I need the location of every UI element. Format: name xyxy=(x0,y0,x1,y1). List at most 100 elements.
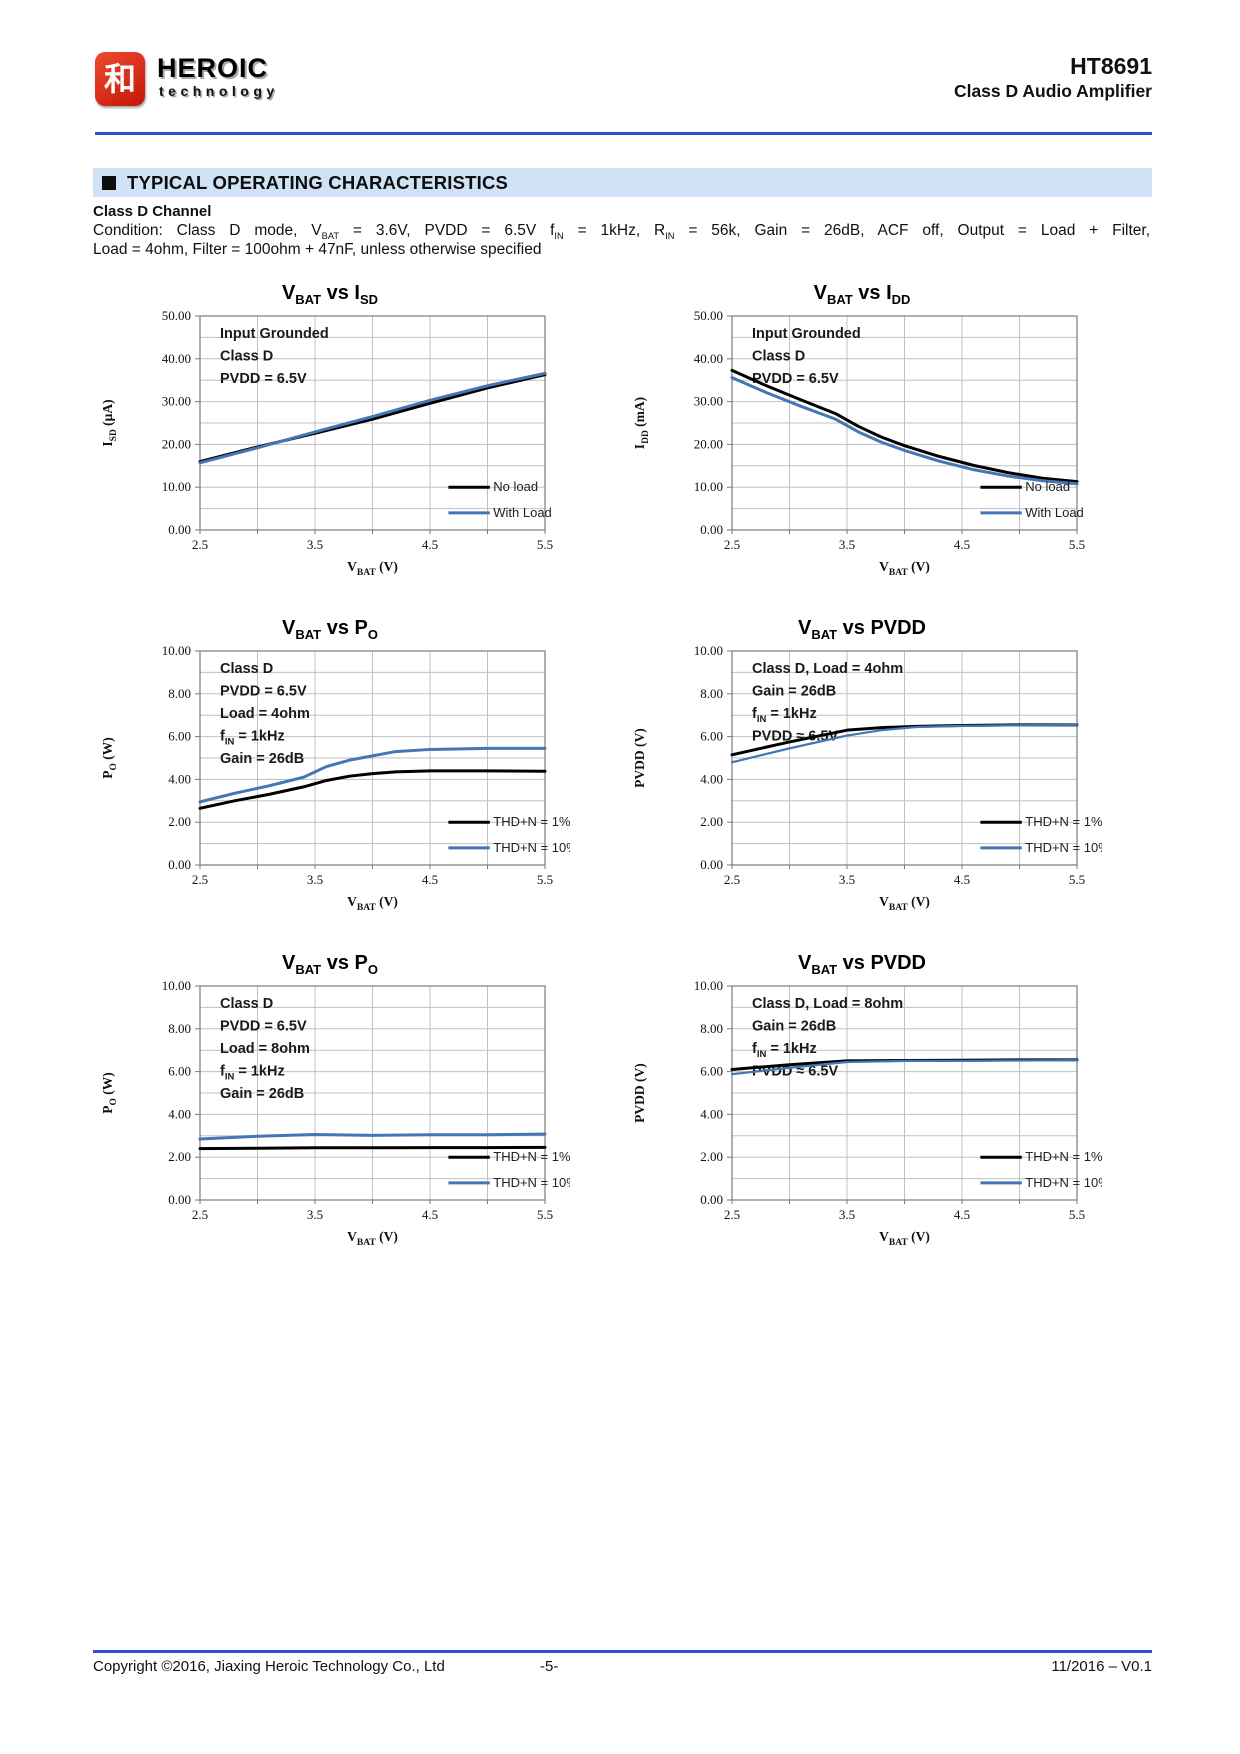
annotation-line: Gain = 26dB xyxy=(220,1086,304,1102)
legend-label: THD+N = 10% xyxy=(1025,840,1102,855)
y-tick-label: 0.00 xyxy=(168,1192,191,1207)
condition-line-2: Load = 4ohm, Filter = 100ohm + 47nF, unl… xyxy=(93,241,542,258)
y-tick-label: 30.00 xyxy=(162,394,191,409)
legend-label: No load xyxy=(493,479,538,494)
annotation-line: PVDD = 6.5V xyxy=(220,371,307,387)
logo-sub-text: technology xyxy=(159,83,279,99)
chart-plot: 2.5 3.5 4.5 5.5 0.00 10.00 20.00 30.00 40.00 50.0… xyxy=(100,308,553,578)
chart-plot: 2.5 3.5 4.5 5.5 0.00 2.00 4.00 6.00 8.00 10.00 VBA… xyxy=(632,643,1110,913)
y-tick-label: 8.00 xyxy=(168,686,191,701)
y-tick-label: 8.00 xyxy=(700,686,723,701)
y-tick-label: 10.00 xyxy=(694,643,723,658)
x-tick-label: 5.5 xyxy=(537,1207,553,1222)
x-tick-label: 5.5 xyxy=(537,537,553,552)
legend-label: THD+N = 1% xyxy=(493,814,570,829)
logo-seal-icon: 和 xyxy=(95,52,145,106)
x-tick-label: 3.5 xyxy=(307,537,323,552)
legend-label: No load xyxy=(1025,479,1070,494)
chart-title: VBAT vs PO xyxy=(282,952,378,977)
header-rule xyxy=(95,132,1152,135)
y-tick-label: 6.00 xyxy=(168,729,191,744)
legend-label: With Load xyxy=(493,505,552,520)
section-bullet-icon xyxy=(102,175,116,190)
annotation-line: Load = 8ohm xyxy=(220,1041,310,1057)
annotation-line: Gain = 26dB xyxy=(220,751,304,767)
product-number: HT8691 xyxy=(1070,53,1152,79)
x-tick-label: 4.5 xyxy=(422,872,438,887)
footer-version: 11/2016 – V0.1 xyxy=(1051,1658,1152,1675)
y-tick-label: 6.00 xyxy=(700,729,723,744)
annotation-line: Input Grounded xyxy=(220,326,329,342)
condition-line-1: Condition: Class D mode, VBAT = 3.6V, PV… xyxy=(93,222,1151,242)
y-tick-label: 10.00 xyxy=(162,643,191,658)
chart-title: VBAT vs ISD xyxy=(281,282,379,307)
y-tick-label: 8.00 xyxy=(700,1021,723,1036)
x-tick-label: 3.5 xyxy=(839,537,855,552)
x-axis-label: VBAT (V) xyxy=(347,1229,398,1248)
annotation-line: Input Grounded xyxy=(752,326,861,342)
y-tick-label: 0.00 xyxy=(168,522,191,537)
series-line-no-load xyxy=(730,368,1079,484)
x-tick-label: 2.5 xyxy=(724,537,740,552)
x-tick-label: 5.5 xyxy=(1069,537,1085,552)
chart-plot: 2.5 3.5 4.5 5.5 0.00 2.00 4.00 6.00 8.00 10.00 VBA… xyxy=(100,978,578,1248)
x-axis-label: VBAT (V) xyxy=(347,559,398,578)
x-tick-label: 5.5 xyxy=(537,872,553,887)
y-tick-label: 0.00 xyxy=(700,857,723,872)
annotation-line: PVDD = 6.5V xyxy=(220,684,307,700)
y-tick-label: 10.00 xyxy=(694,479,723,494)
x-tick-label: 4.5 xyxy=(954,1207,970,1222)
x-axis-label: VBAT (V) xyxy=(879,1229,930,1248)
heroic-logo: 和 HEROIC technology xyxy=(95,50,355,120)
chart-vbat-vs-isd: VBAT vs ISD 2.5 3.5 4.5 5.5 0.00 10.00 20.00 30.… xyxy=(90,278,570,580)
y-tick-label: 8.00 xyxy=(168,1021,191,1036)
y-tick-label: 40.00 xyxy=(694,351,723,366)
chart-vbat-vs-pvdd-8ohm: VBAT vs PVDD 2.5 3.5 4.5 5.5 0.00 2.00 4.00 6.00… xyxy=(622,948,1110,1250)
y-axis-label: PVDD (V) xyxy=(632,728,647,788)
series-line-thd-n-1- xyxy=(198,769,547,810)
chart-vbat-vs-pvdd-4ohm: VBAT vs PVDD 2.5 3.5 4.5 5.5 0.00 2.00 4.00 6.00… xyxy=(622,613,1110,915)
y-tick-label: 6.00 xyxy=(700,1064,723,1079)
legend-label: THD+N = 1% xyxy=(1025,814,1102,829)
legend-label: With Load xyxy=(1025,505,1084,520)
x-tick-label: 2.5 xyxy=(192,537,208,552)
annotation-line: Class D, Load = 4ohm xyxy=(752,661,903,677)
channel-heading: Class D Channel xyxy=(93,203,212,220)
chart-vbat-vs-po-8ohm: VBAT vs PO 2.5 3.5 4.5 5.5 0.00 2.00 4.00 6.00 8.… xyxy=(90,948,578,1250)
y-axis-label: PO (W) xyxy=(100,1072,119,1114)
x-tick-label: 3.5 xyxy=(839,872,855,887)
y-tick-label: 6.00 xyxy=(168,1064,191,1079)
annotation-line: fIN = 1kHz xyxy=(752,706,817,725)
series-line-thd-n-10- xyxy=(198,1132,547,1141)
x-tick-label: 2.5 xyxy=(192,872,208,887)
series-line-with-load xyxy=(730,376,1079,486)
y-tick-label: 2.00 xyxy=(700,1149,723,1164)
seal-glyph: 和 xyxy=(103,61,136,97)
series-line-thd-n-10- xyxy=(730,1059,1079,1076)
legend-label: THD+N = 10% xyxy=(493,1175,570,1190)
annotation-line: Class D xyxy=(220,996,273,1012)
y-tick-label: 40.00 xyxy=(162,351,191,366)
chart-plot: 2.5 3.5 4.5 5.5 0.00 2.00 4.00 6.00 8.00 10.00 VBA… xyxy=(100,643,578,913)
annotation-line: PVDD = 6.5V xyxy=(220,1019,307,1035)
x-tick-label: 4.5 xyxy=(422,1207,438,1222)
series-line-thd-n-10- xyxy=(198,746,547,804)
y-tick-label: 30.00 xyxy=(694,394,723,409)
y-tick-label: 4.00 xyxy=(700,1106,723,1121)
y-tick-label: 20.00 xyxy=(694,436,723,451)
product-subtitle: Class D Audio Amplifier xyxy=(953,81,1152,101)
y-tick-label: 4.00 xyxy=(168,1106,191,1121)
annotation-line: Load = 4ohm xyxy=(220,706,310,722)
annotation-line: fIN = 1kHz xyxy=(220,1064,285,1083)
chart-title: VBAT vs PVDD xyxy=(797,952,927,977)
section-title: TYPICAL OPERATING CHARACTERISTICS xyxy=(127,171,509,193)
y-tick-label: 0.00 xyxy=(700,1192,723,1207)
annotation-line: Gain = 26dB xyxy=(752,684,836,700)
x-tick-label: 5.5 xyxy=(1069,872,1085,887)
chart-title: VBAT vs PVDD xyxy=(797,617,927,642)
y-tick-label: 10.00 xyxy=(694,978,723,993)
legend-label: THD+N = 10% xyxy=(1025,1175,1102,1190)
y-tick-label: 10.00 xyxy=(162,479,191,494)
x-tick-label: 3.5 xyxy=(839,1207,855,1222)
